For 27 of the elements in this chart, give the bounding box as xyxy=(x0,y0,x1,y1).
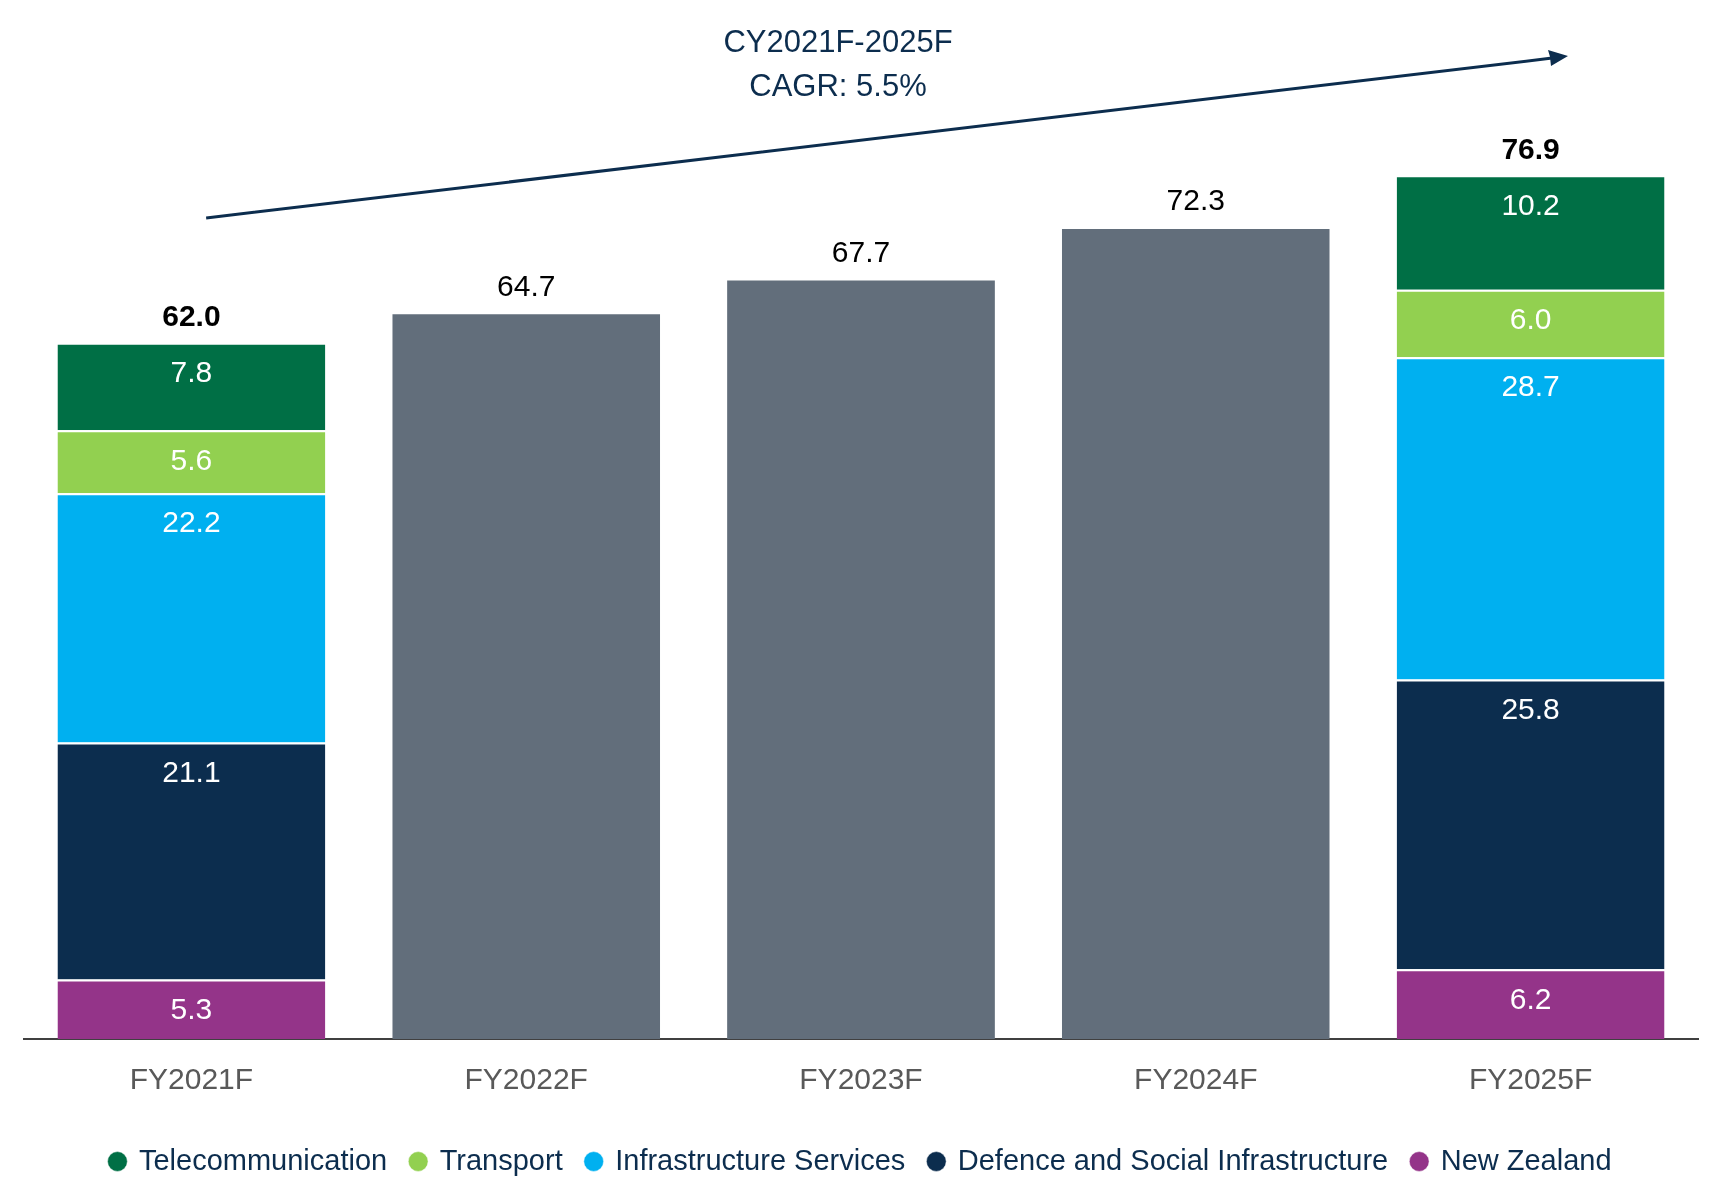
text: CAGR: 5.5% xyxy=(748,67,928,105)
total-label: 76.9 xyxy=(1501,131,1560,165)
x-tick-label: FY2025F xyxy=(1468,1062,1593,1096)
legend-label: New Zealand xyxy=(1440,1143,1612,1176)
total-label: 62.0 xyxy=(162,298,221,332)
data-label: 22.2 xyxy=(162,505,221,539)
total-label: 67.7 xyxy=(831,234,891,268)
total-label: 64.7 xyxy=(497,268,556,302)
data-label: 7.8 xyxy=(170,354,213,388)
data-label: 5.3 xyxy=(170,991,213,1025)
data-label: 6.2 xyxy=(1509,981,1552,1015)
data-label: 21.1 xyxy=(162,754,221,788)
data-label: 5.6 xyxy=(170,442,213,476)
data-label: 10.2 xyxy=(1501,187,1560,221)
legend-label: Transport xyxy=(439,1143,563,1176)
data-label: 25.8 xyxy=(1501,691,1560,725)
legend-label: Telecommunication xyxy=(138,1143,388,1176)
total-label: 72.3 xyxy=(1166,183,1225,217)
x-tick-label: FY2024F xyxy=(1134,1062,1258,1096)
legend-label: Defence and Social Infrastructure xyxy=(957,1143,1389,1176)
text: CY2021F-2025F xyxy=(722,23,954,61)
x-tick-label: FY2021F xyxy=(129,1062,254,1096)
legend-label: Infrastructure Services xyxy=(615,1143,906,1176)
data-label: 28.7 xyxy=(1501,369,1560,403)
x-tick-label: FY2023F xyxy=(799,1062,923,1096)
data-label: 6.0 xyxy=(1509,302,1552,336)
x-tick-label: FY2022F xyxy=(464,1062,588,1096)
